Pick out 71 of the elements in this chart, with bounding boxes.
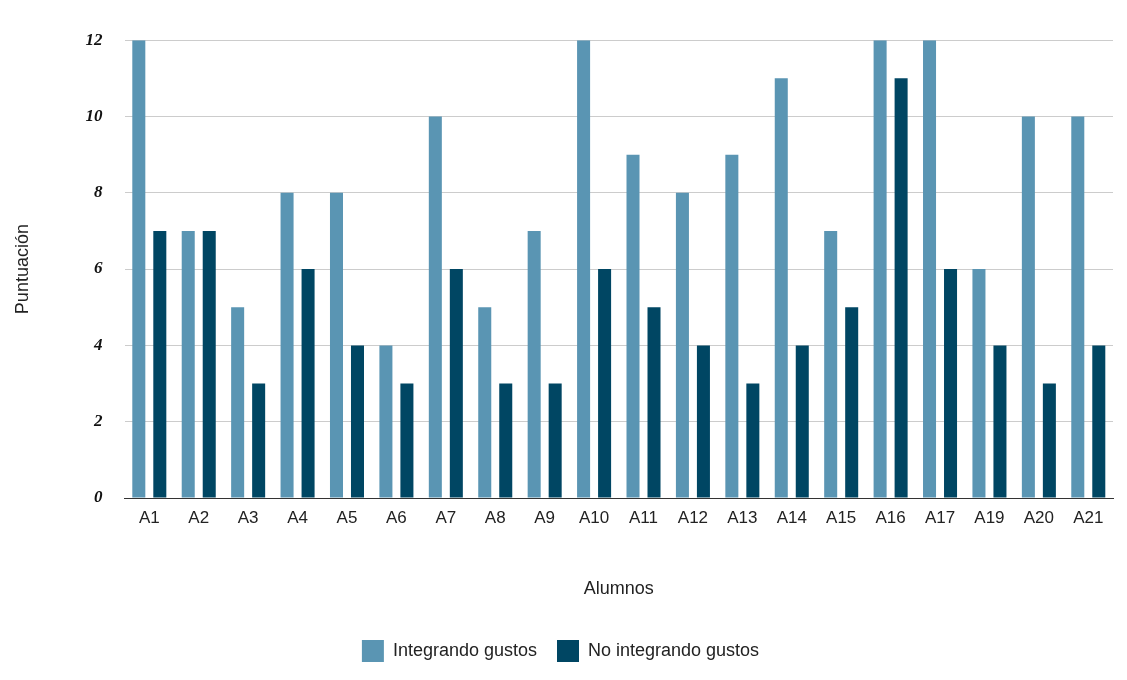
- bar: [1021, 116, 1035, 498]
- legend-label: No integrando gustos: [588, 639, 760, 660]
- x-tick-label: A15: [826, 507, 857, 527]
- bar: [824, 230, 838, 498]
- bar: [202, 230, 216, 498]
- x-tick-label: A21: [1073, 507, 1104, 527]
- bar: [153, 230, 167, 498]
- bar: [845, 307, 859, 498]
- bar: [993, 345, 1007, 498]
- y-tick-label: 0: [94, 487, 104, 507]
- x-tick-label: A1: [138, 507, 160, 527]
- bar: [252, 383, 266, 498]
- bar: [1042, 383, 1056, 498]
- bar: [527, 230, 541, 498]
- bar: [181, 230, 195, 498]
- bar: [231, 307, 245, 498]
- x-tick-label: A4: [287, 507, 308, 527]
- x-tick-label: A13: [727, 507, 758, 527]
- bar: [350, 345, 364, 498]
- x-tick-label: A19: [974, 507, 1005, 527]
- y-tick-label: 2: [93, 411, 104, 431]
- bar: [696, 345, 710, 498]
- bar: [873, 40, 887, 498]
- bar: [428, 116, 442, 498]
- y-tick-label: 12: [85, 29, 104, 49]
- y-tick-label: 10: [85, 105, 104, 125]
- bar: [647, 307, 661, 498]
- x-tick-label: A5: [336, 507, 358, 527]
- bar: [944, 269, 958, 498]
- bar: [894, 78, 908, 498]
- y-tick-label: 4: [93, 334, 103, 354]
- x-tick-label: A7: [435, 507, 457, 527]
- x-tick-label: A17: [924, 507, 956, 527]
- x-tick-label: A8: [484, 507, 506, 527]
- x-tick-label: A14: [776, 507, 807, 527]
- bar: [329, 192, 343, 498]
- bar: [923, 40, 937, 498]
- bar: [774, 78, 788, 498]
- x-tick-label: A2: [188, 507, 210, 527]
- bar: [972, 269, 986, 498]
- bar: [449, 269, 463, 498]
- bar: [626, 154, 640, 498]
- bar: [725, 154, 739, 498]
- bar: [379, 345, 393, 498]
- bar: [675, 192, 689, 498]
- x-tick-label: A11: [629, 507, 659, 527]
- bar: [132, 40, 146, 498]
- bar: [1071, 116, 1085, 498]
- x-tick-label: A6: [386, 507, 407, 527]
- bar: [499, 383, 513, 498]
- x-tick-label: A3: [237, 507, 259, 527]
- bar: [280, 192, 294, 498]
- x-axis-title: Alumnos: [583, 578, 654, 599]
- x-tick-label: A20: [1023, 507, 1054, 527]
- x-tick-label: A12: [677, 507, 709, 527]
- x-tick-label: A9: [534, 507, 556, 527]
- bar: [548, 383, 562, 498]
- bar: [598, 269, 612, 498]
- bar: [577, 40, 591, 498]
- bar: [400, 383, 414, 498]
- x-tick-label: A10: [578, 507, 610, 527]
- y-tick-label: 8: [94, 182, 104, 202]
- y-axis-title: Puntuación: [11, 224, 32, 315]
- bar: [1092, 345, 1106, 498]
- bar: [746, 383, 760, 498]
- bar: [795, 345, 809, 498]
- legend-label: Integrando gustos: [392, 639, 537, 660]
- bar: [301, 269, 315, 498]
- bar: [478, 307, 492, 498]
- y-tick-label: 6: [94, 258, 104, 278]
- x-tick-label: A16: [875, 507, 906, 527]
